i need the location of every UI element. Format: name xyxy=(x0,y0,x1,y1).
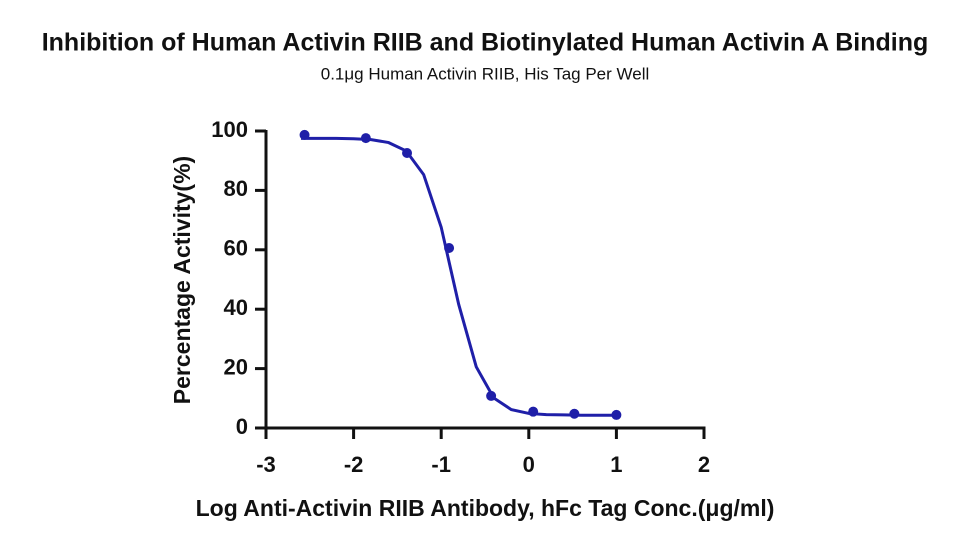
x-tick-label: 0 xyxy=(523,452,535,477)
y-axis-label: Percentage Activity(%) xyxy=(169,156,195,404)
x-tick-label: -1 xyxy=(431,452,451,477)
x-tick-label: 1 xyxy=(610,452,622,477)
y-tick-label: 40 xyxy=(224,295,248,320)
x-tick-label: -2 xyxy=(344,452,364,477)
x-axis-label: Log Anti-Activin RIIB Antibody, hFc Tag … xyxy=(196,495,775,521)
chart-subtitle: 0.1μg Human Activin RIIB, His Tag Per We… xyxy=(321,64,650,83)
y-tick-label: 60 xyxy=(224,236,248,261)
y-tick-label: 80 xyxy=(224,176,248,201)
y-tick-label: 20 xyxy=(224,354,248,379)
chart-title: Inhibition of Human Activin RIIB and Bio… xyxy=(42,29,929,57)
fit-curve xyxy=(301,136,617,417)
x-tick-label: 2 xyxy=(698,452,710,477)
y-tick-label: 0 xyxy=(236,414,248,439)
x-tick-label: -3 xyxy=(256,452,276,477)
y-tick-label: 100 xyxy=(211,117,248,142)
